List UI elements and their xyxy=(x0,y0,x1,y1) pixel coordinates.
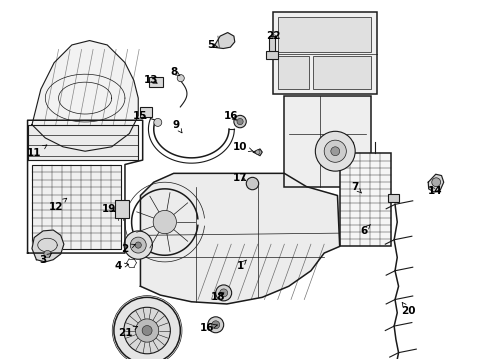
Circle shape xyxy=(431,178,440,186)
Text: 12: 12 xyxy=(49,198,66,212)
Bar xyxy=(139,107,152,117)
Bar xyxy=(149,77,163,87)
Polygon shape xyxy=(213,32,234,49)
Text: 13: 13 xyxy=(144,75,159,85)
Polygon shape xyxy=(427,174,443,192)
Circle shape xyxy=(215,285,231,301)
Text: 22: 22 xyxy=(265,31,280,41)
Bar xyxy=(387,194,399,202)
Text: 3: 3 xyxy=(40,253,52,265)
Circle shape xyxy=(153,211,176,234)
Bar xyxy=(284,96,370,186)
Text: 2: 2 xyxy=(121,244,135,254)
Text: 15: 15 xyxy=(133,111,147,121)
Text: 5: 5 xyxy=(207,40,217,50)
Polygon shape xyxy=(253,149,262,156)
Circle shape xyxy=(324,140,346,162)
Circle shape xyxy=(207,317,223,333)
Text: 16: 16 xyxy=(199,323,217,333)
Text: 11: 11 xyxy=(27,145,47,158)
Circle shape xyxy=(130,237,146,253)
Circle shape xyxy=(114,297,180,360)
Text: 17: 17 xyxy=(232,173,247,183)
Circle shape xyxy=(237,118,243,125)
Circle shape xyxy=(233,115,246,128)
Bar xyxy=(277,17,370,51)
Circle shape xyxy=(135,319,159,342)
Text: 21: 21 xyxy=(118,327,138,338)
Polygon shape xyxy=(27,125,138,160)
Text: 20: 20 xyxy=(400,302,415,316)
Circle shape xyxy=(135,242,141,248)
Text: 16: 16 xyxy=(224,111,238,121)
Circle shape xyxy=(142,325,152,336)
Bar xyxy=(115,200,128,218)
Text: 19: 19 xyxy=(102,204,117,214)
Polygon shape xyxy=(140,174,339,304)
Text: 10: 10 xyxy=(232,142,252,152)
Circle shape xyxy=(124,231,152,259)
Circle shape xyxy=(154,118,162,126)
Circle shape xyxy=(255,150,260,154)
Text: 4: 4 xyxy=(114,261,128,271)
Bar xyxy=(273,12,377,94)
Text: 18: 18 xyxy=(210,292,225,302)
Circle shape xyxy=(123,307,170,354)
Text: 6: 6 xyxy=(360,225,370,236)
Circle shape xyxy=(315,131,354,171)
Polygon shape xyxy=(32,230,64,262)
Circle shape xyxy=(219,289,227,297)
Circle shape xyxy=(211,321,219,329)
Bar xyxy=(32,165,120,249)
Circle shape xyxy=(44,251,51,257)
Bar xyxy=(265,51,278,59)
Text: 1: 1 xyxy=(236,260,246,271)
Polygon shape xyxy=(32,41,138,151)
Bar xyxy=(277,56,308,89)
Circle shape xyxy=(177,75,184,82)
Bar xyxy=(339,153,390,246)
Bar xyxy=(268,36,275,51)
Bar xyxy=(312,56,370,89)
Text: 14: 14 xyxy=(427,186,441,196)
Text: 8: 8 xyxy=(170,67,180,77)
Text: 9: 9 xyxy=(172,120,182,133)
Circle shape xyxy=(246,177,258,190)
Text: 7: 7 xyxy=(351,182,361,193)
Circle shape xyxy=(330,147,339,156)
